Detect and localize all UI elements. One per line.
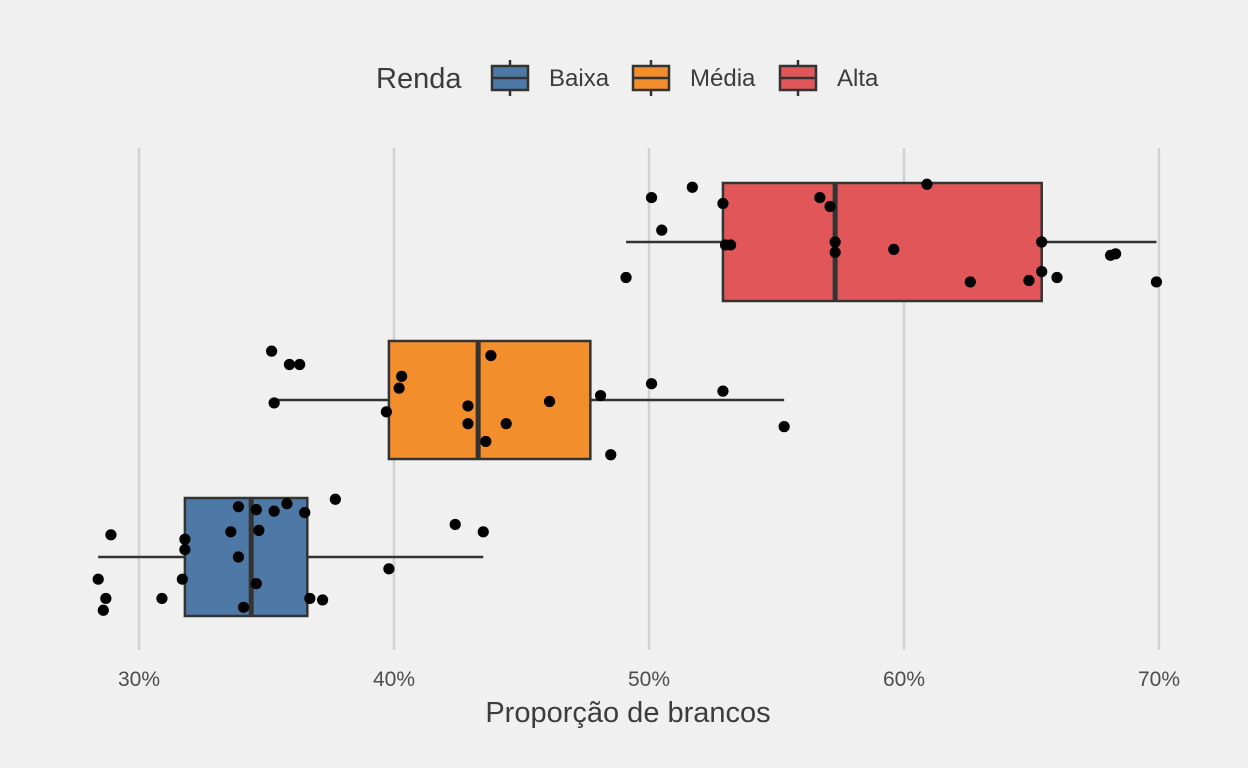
data-point	[225, 526, 237, 538]
data-point	[594, 389, 607, 402]
legend-item-média: Média	[631, 60, 756, 96]
legend-item-alta: Alta	[778, 60, 879, 96]
data-point	[176, 573, 188, 585]
data-point	[717, 385, 729, 397]
data-point	[829, 236, 841, 248]
data-point	[888, 243, 900, 255]
data-point	[232, 501, 245, 513]
data-point	[717, 197, 729, 210]
data-point	[1051, 271, 1063, 284]
data-point	[100, 592, 112, 605]
data-point	[725, 239, 737, 251]
data-point	[329, 493, 341, 505]
data-point	[645, 378, 658, 390]
data-point	[543, 395, 556, 408]
data-point	[1036, 236, 1048, 248]
data-point	[281, 498, 293, 510]
data-point	[268, 397, 280, 409]
data-point	[686, 181, 698, 193]
data-point	[92, 573, 104, 585]
x-tick-label: 30%	[118, 668, 160, 691]
legend-title: Renda	[376, 63, 462, 95]
data-point	[477, 526, 489, 538]
x-tick-label: 70%	[1138, 668, 1180, 691]
data-point	[1150, 276, 1163, 288]
data-point	[179, 533, 191, 545]
data-point	[778, 421, 790, 433]
data-point	[250, 504, 262, 516]
box-layer	[98, 181, 1157, 618]
data-point	[1036, 266, 1048, 278]
box-alta	[626, 181, 1157, 303]
data-point	[824, 200, 836, 213]
x-tick-label: 60%	[883, 668, 925, 691]
legend-label: Alta	[837, 65, 879, 92]
x-axis: 30% 40% 50% 60% 70%	[118, 668, 1180, 691]
data-point	[462, 418, 474, 430]
data-point	[317, 594, 329, 606]
data-point	[253, 524, 265, 536]
box-baixa	[98, 496, 484, 618]
data-point	[105, 529, 117, 541]
data-point	[97, 604, 109, 616]
data-point	[283, 358, 296, 371]
legend-label: Média	[690, 65, 756, 92]
data-point	[449, 518, 461, 531]
data-point	[964, 276, 976, 288]
data-point	[396, 370, 408, 382]
x-tick-label: 50%	[628, 668, 670, 691]
data-point	[921, 178, 933, 190]
legend: Renda Baixa Média Alta	[376, 60, 879, 96]
data-point	[480, 435, 492, 448]
data-point	[294, 358, 306, 371]
data-point	[268, 505, 280, 517]
data-point	[304, 592, 316, 605]
data-point	[814, 192, 826, 204]
data-point	[500, 418, 512, 430]
x-axis-title: Proporção de brancos	[485, 697, 770, 729]
data-point	[232, 551, 245, 563]
legend-label: Baixa	[549, 65, 610, 92]
data-point	[380, 406, 392, 418]
data-point	[1023, 274, 1035, 287]
data-point	[656, 224, 668, 236]
box-iqr	[183, 496, 309, 618]
data-point	[299, 506, 311, 519]
data-point	[462, 400, 474, 412]
x-tick-label: 40%	[373, 668, 415, 691]
data-point	[156, 592, 168, 605]
data-point	[383, 563, 395, 575]
legend-item-baixa: Baixa	[490, 60, 610, 96]
point-layer	[92, 178, 1163, 616]
data-point	[620, 271, 632, 284]
data-point	[266, 345, 278, 357]
data-point	[605, 449, 617, 461]
data-point	[179, 544, 191, 556]
data-point	[1110, 248, 1122, 260]
box-iqr	[721, 181, 1043, 303]
data-point	[645, 192, 658, 204]
data-point	[829, 246, 841, 258]
data-point	[250, 578, 262, 590]
data-point	[485, 350, 497, 362]
box-média	[276, 339, 785, 461]
data-point	[237, 601, 250, 613]
data-point	[393, 382, 405, 394]
